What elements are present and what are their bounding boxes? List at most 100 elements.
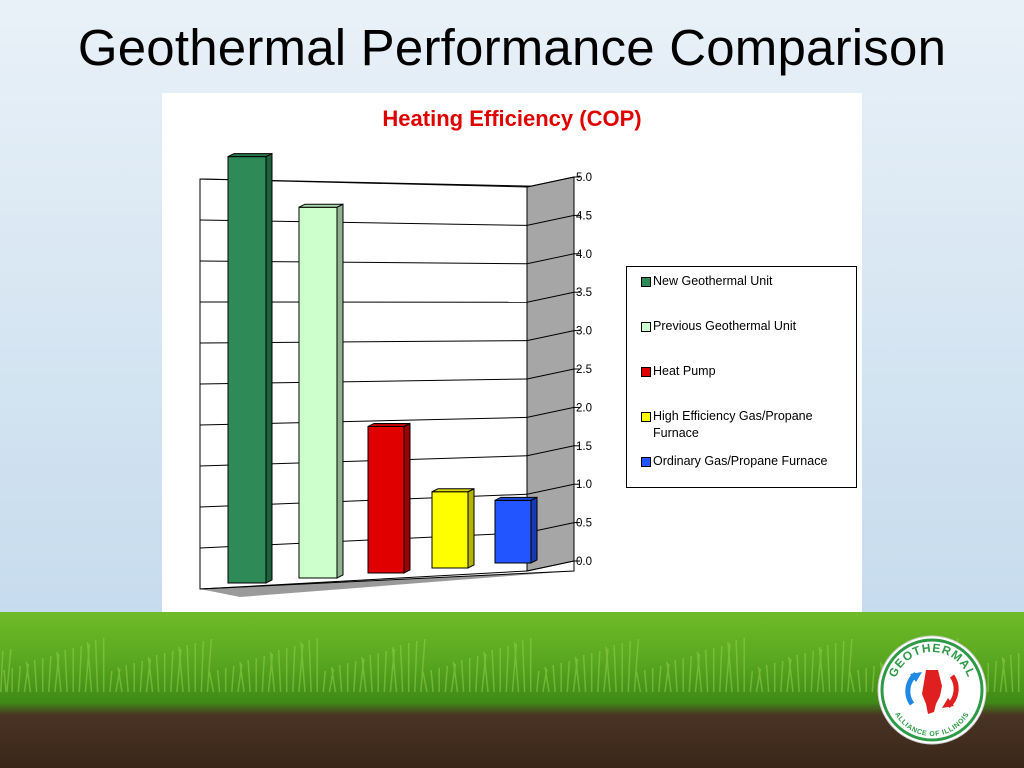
legend-swatch (641, 322, 651, 332)
grass-blade (330, 666, 337, 693)
legend-label: New Geothermal Unit (653, 274, 773, 288)
legend-label: Previous Geothermal Unit (653, 319, 797, 333)
grass-blade (178, 646, 184, 693)
grass-blade (727, 641, 733, 693)
gridline-side (526, 330, 575, 342)
grass-blade (582, 654, 587, 693)
grass-blade (300, 641, 306, 693)
legend-label: Heat Pump (653, 364, 716, 378)
grass-blade (94, 639, 99, 693)
legend-item: Ordinary Gas/Propane Furnace (641, 453, 851, 470)
bar-top (367, 422, 411, 427)
y-tick-label: 3.0 (576, 326, 592, 338)
grass-blade (627, 640, 632, 693)
grass-blade (735, 639, 739, 693)
gridline (199, 570, 528, 590)
grass-blade (796, 654, 800, 693)
grass-blade (847, 638, 853, 693)
bar (494, 499, 532, 564)
grass-blade (444, 665, 449, 693)
grass-blade (414, 640, 418, 693)
grass-blades-icon (0, 638, 1020, 693)
legend-label: Ordinary Gas/Propane Furnace (653, 454, 828, 468)
gridline-side (526, 560, 575, 572)
grass-blade (475, 655, 479, 693)
grass-blade (566, 660, 571, 693)
grass-blade (231, 665, 235, 693)
grass-blade (200, 640, 205, 693)
chart-back-wall (199, 178, 575, 590)
grass-blade (208, 671, 215, 693)
grass-blade (239, 661, 245, 693)
gridline-side (526, 483, 575, 495)
grass-blade (757, 666, 764, 693)
grass-blade (749, 670, 754, 693)
grass-blade (460, 659, 465, 693)
bar-top (298, 203, 344, 208)
grass-blade (597, 650, 601, 693)
legend-item: Previous Geothermal Unit (641, 318, 851, 335)
bar-top (431, 488, 475, 493)
y-tick-label: 1.0 (576, 479, 592, 491)
grass-blade (818, 646, 825, 693)
grass-blade (420, 638, 426, 693)
grass-blade (155, 654, 160, 693)
grass-blade (1001, 656, 1008, 693)
grass-blade (605, 646, 611, 693)
grass-blade (383, 650, 388, 693)
grass-blade (269, 651, 276, 693)
legend-item: High Efficiency Gas/Propane Furnace (641, 408, 851, 442)
grass-blade (857, 669, 861, 693)
logo-emblem-icon: GEOTHERMAL ALLIANCE OF ILLINOIS (877, 635, 987, 745)
grass-blade (674, 659, 678, 693)
grass-blade (78, 645, 83, 693)
chart-title: Heating Efficiency (COP) (382, 106, 642, 131)
grass-blade (261, 655, 266, 693)
grass-blade (871, 665, 876, 693)
legend-swatch (641, 412, 651, 422)
grass-blade (635, 671, 642, 693)
y-tick-label: 2.0 (576, 402, 592, 414)
grass-blade (810, 650, 815, 693)
grass-blade (353, 660, 357, 693)
bar (367, 425, 405, 574)
grass-blade (17, 665, 22, 693)
grass-blade (186, 644, 190, 693)
grass-blade (322, 670, 327, 693)
bar-side (530, 496, 538, 564)
y-tick-label: 0.5 (576, 518, 592, 530)
grass-blade (788, 656, 794, 693)
grass-blade (993, 660, 998, 693)
grass-blade (308, 639, 312, 693)
grass-blade (719, 645, 723, 693)
grass-blade (277, 649, 282, 693)
grass-blade (841, 640, 845, 693)
grass-blade (216, 669, 221, 693)
bar (298, 206, 338, 579)
legend-item: Heat Pump (641, 363, 851, 380)
y-tick-label: 3.5 (576, 287, 592, 299)
chart-legend: New Geothermal Unit Previous Geothermal … (626, 266, 857, 488)
gridline-side (526, 176, 575, 188)
bar (431, 491, 469, 569)
y-tick-label: 4.0 (576, 249, 592, 261)
grass-blade (338, 664, 343, 693)
grass-blade (849, 671, 855, 693)
bar-top (494, 496, 538, 501)
bar-side (265, 152, 273, 584)
grass-blade (25, 661, 32, 693)
grass-blade (117, 666, 123, 693)
grass-blade (1009, 654, 1014, 693)
grass-blade (399, 644, 404, 693)
y-tick-label: 4.5 (576, 210, 592, 222)
grass-blade (361, 656, 367, 693)
grass-blade (696, 651, 703, 693)
grass-blade (574, 656, 581, 693)
gridline-side (526, 253, 575, 265)
grass-blade (206, 638, 213, 693)
legend-swatch (641, 457, 651, 467)
grass-blade (483, 651, 489, 693)
gridline-side (526, 291, 575, 303)
grass-blade (704, 649, 709, 693)
grass-blade (688, 655, 693, 693)
